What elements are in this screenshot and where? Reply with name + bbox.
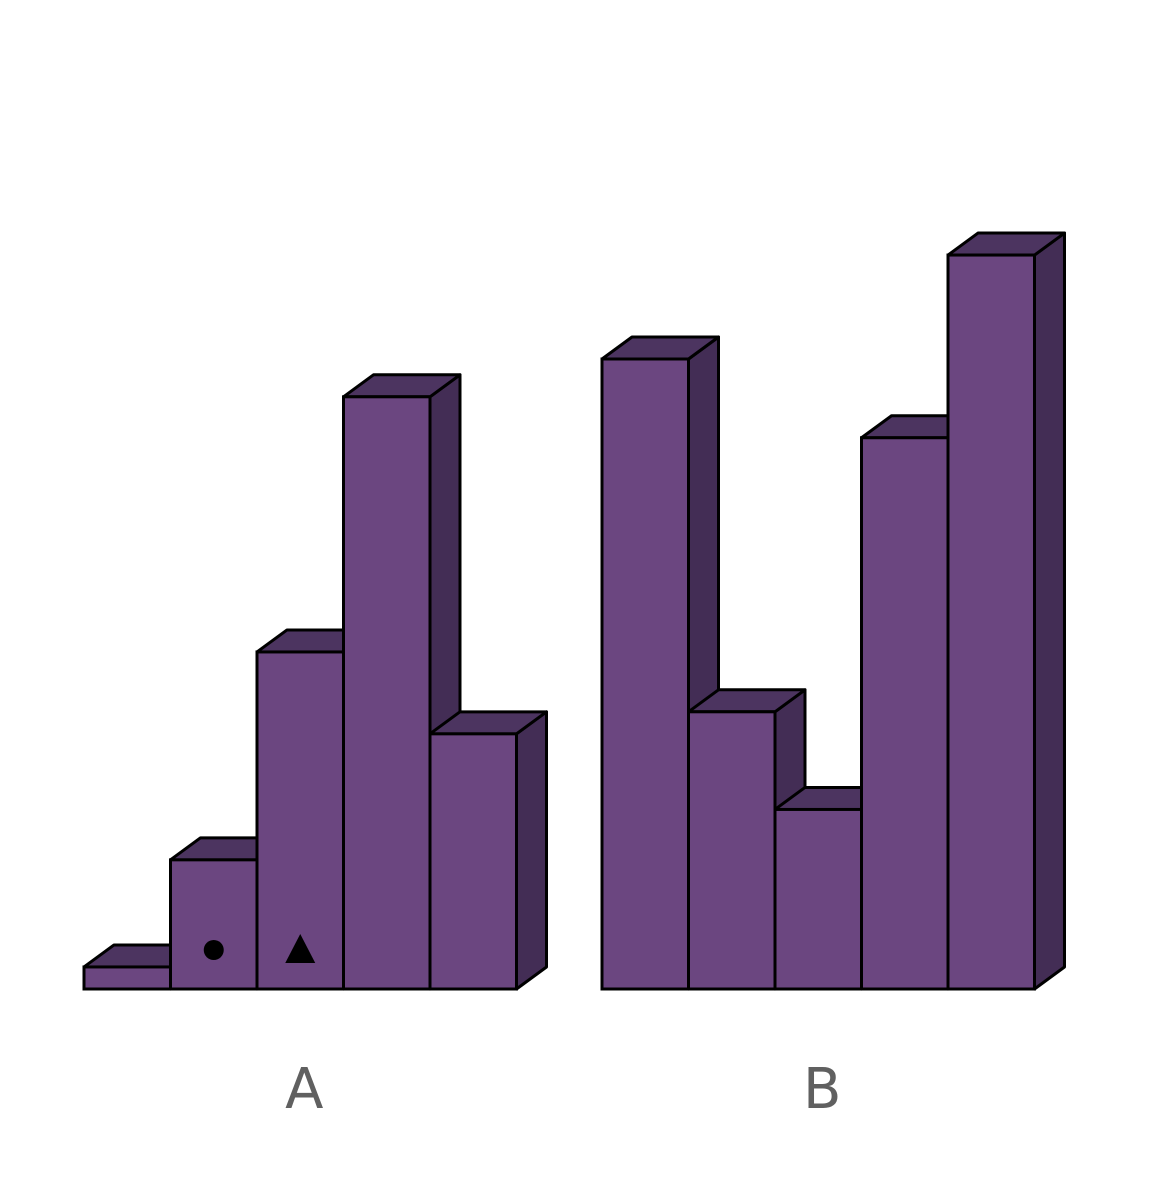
group-b-bar-3 — [773, 807, 863, 991]
group-a-bar-3-triangle-marker — [285, 934, 316, 963]
group-b-bar-5 — [946, 253, 1036, 991]
group-label-b: B — [803, 1057, 842, 1122]
group-a-bar-2-circle-marker — [203, 940, 224, 960]
group-a-bar-4 — [342, 395, 432, 991]
group-b-bar-2 — [687, 710, 777, 991]
group-a-bar-5 — [428, 732, 518, 991]
group-b-bar-4 — [860, 436, 950, 991]
group-a-bar-5-side — [515, 710, 548, 991]
group-label-a: A — [285, 1057, 324, 1122]
group-a-bar-3 — [255, 650, 345, 991]
group-a-bar-1 — [82, 965, 172, 991]
group-b-bar-5-side — [1033, 231, 1066, 991]
group-b-bar-1 — [600, 357, 690, 991]
group-a-bar-2 — [169, 858, 259, 991]
